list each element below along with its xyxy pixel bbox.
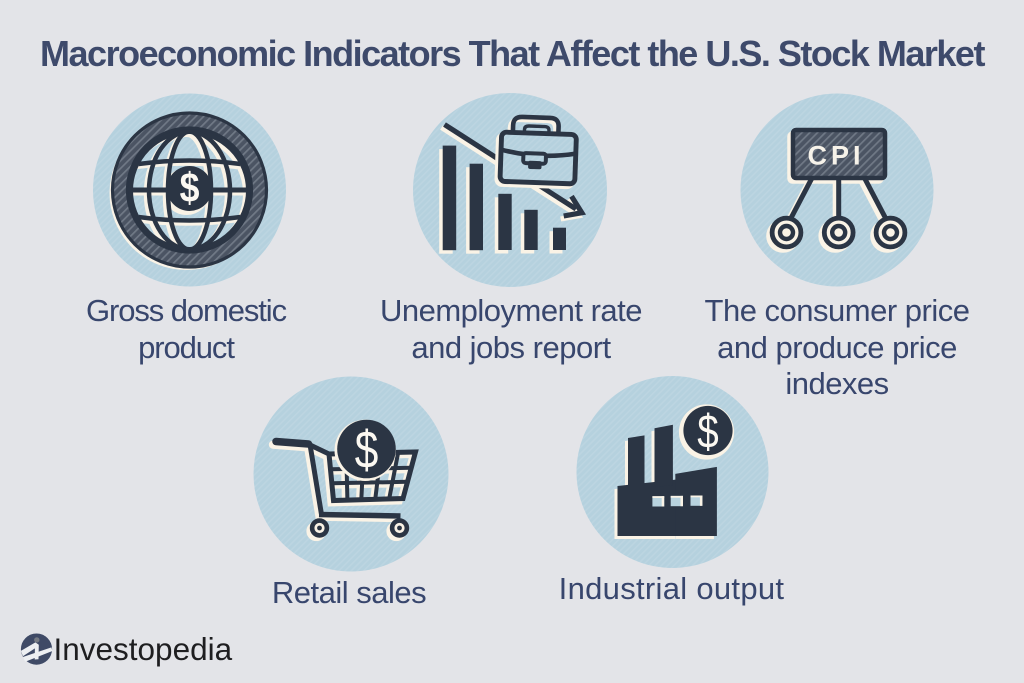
svg-text:$: $: [180, 165, 200, 211]
svg-text:$: $: [697, 406, 719, 458]
svg-text:$: $: [355, 422, 379, 481]
svg-text:CPI: CPI: [807, 141, 864, 171]
